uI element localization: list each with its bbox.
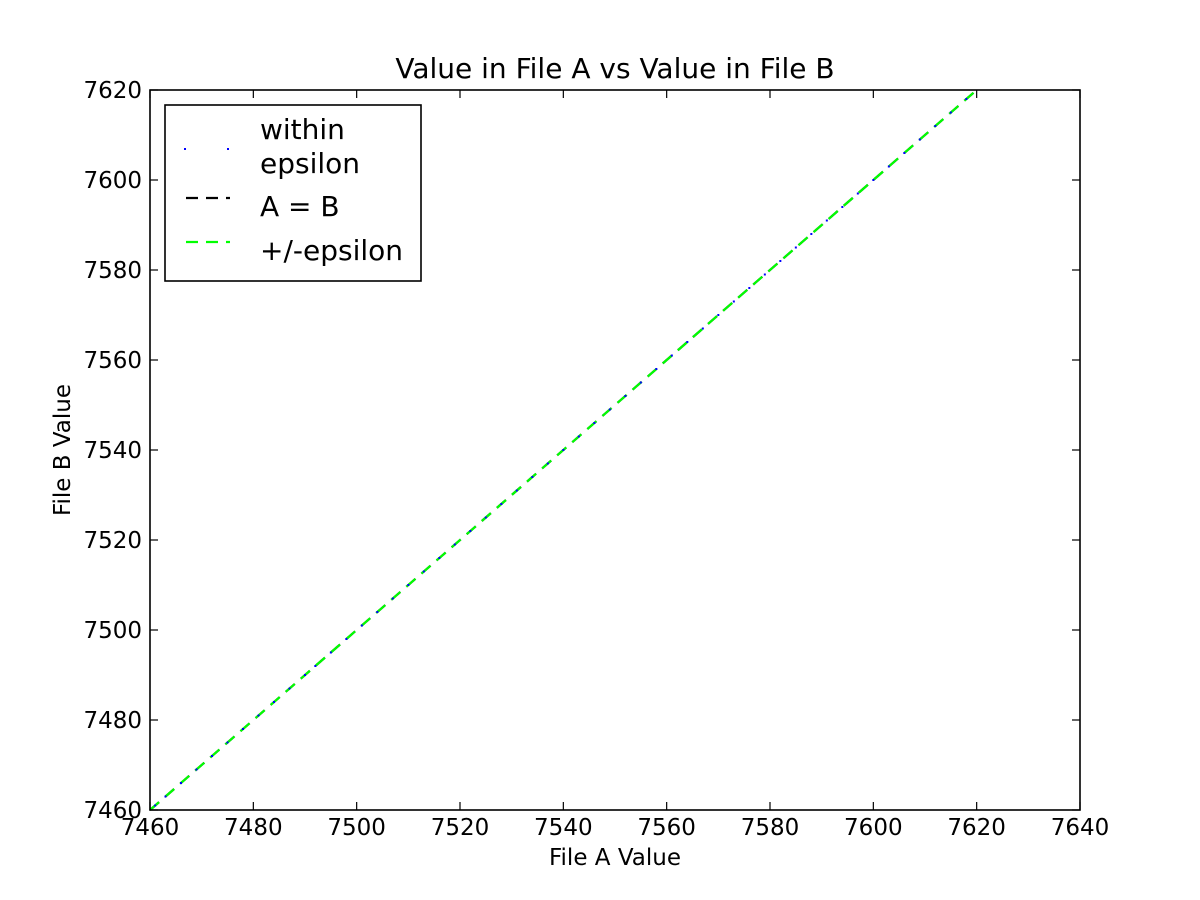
data-point	[763, 273, 766, 276]
data-point	[360, 624, 363, 627]
data-point	[469, 530, 472, 532]
data-point	[655, 368, 658, 370]
data-point	[577, 435, 580, 438]
data-point	[903, 152, 906, 154]
data-point	[856, 192, 859, 195]
data-point	[965, 98, 968, 100]
data-point	[211, 755, 213, 757]
x-tick-label: 7500	[327, 815, 386, 841]
data-point	[407, 584, 410, 586]
data-point	[887, 165, 890, 168]
data-point	[531, 476, 534, 478]
data-point	[257, 714, 260, 717]
data-point	[154, 804, 157, 807]
data-point	[438, 557, 441, 559]
series-points	[154, 98, 968, 807]
data-point	[288, 687, 291, 690]
x-tick-label: 7480	[224, 815, 283, 841]
data-point	[546, 462, 549, 465]
data-point	[195, 768, 198, 771]
legend-marker	[227, 148, 229, 150]
data-point	[779, 260, 782, 262]
y-tick-label: 7500	[83, 618, 142, 644]
x-tick-label: 7560	[637, 815, 696, 841]
legend-label: A = B	[260, 190, 340, 223]
data-point	[748, 287, 751, 289]
y-axis-title: File B Value	[50, 384, 76, 516]
y-tick-label: 7580	[83, 258, 142, 284]
y-tick-label: 7540	[83, 438, 142, 464]
y-tick-label: 7600	[83, 168, 142, 194]
data-point	[934, 125, 937, 127]
legend-frame	[164, 104, 422, 282]
x-tick-label: 7520	[431, 815, 490, 841]
y-tick-label: 7460	[83, 798, 142, 824]
x-tick-label: 7460	[121, 815, 180, 841]
data-point	[949, 111, 952, 114]
x-tick-label: 7620	[947, 815, 1006, 841]
legend-marker	[184, 148, 186, 150]
data-point	[841, 206, 844, 208]
data-point	[329, 651, 332, 654]
data-point	[422, 570, 425, 573]
data-point	[810, 233, 813, 235]
legend-label: +/-epsilon	[260, 234, 403, 267]
x-axis-title: File A Value	[549, 845, 681, 871]
data-point	[345, 638, 348, 640]
data-point	[639, 381, 642, 384]
data-point	[484, 516, 487, 519]
data-point	[304, 674, 306, 676]
data-point	[701, 327, 704, 330]
legend-label: within	[260, 113, 345, 146]
y-tick-label: 7480	[83, 708, 142, 734]
data-point	[273, 701, 275, 703]
data-point	[686, 341, 689, 343]
data-point	[608, 408, 611, 411]
data-point	[180, 782, 182, 784]
chart-title: Value in File A vs Value in File B	[395, 52, 834, 85]
data-point	[918, 138, 921, 141]
data-point	[794, 246, 797, 249]
data-point	[164, 795, 167, 798]
y-tick-label: 7560	[83, 348, 142, 374]
data-point	[242, 728, 244, 730]
x-tick-label: 7580	[741, 815, 800, 841]
data-point	[376, 611, 379, 613]
data-point	[624, 395, 627, 397]
data-point	[562, 449, 565, 451]
x-axis-ticks: 7460 7480 7500 7520 7540 7560 7580 7600 7620 7640	[121, 90, 1110, 841]
legend-label: epsilon	[260, 147, 360, 180]
x-tick-label: 7600	[844, 815, 903, 841]
data-point	[453, 543, 456, 546]
y-tick-label: 7620	[83, 78, 142, 104]
x-tick-label: 7640	[1051, 815, 1110, 841]
x-tick-label: 7540	[534, 815, 593, 841]
data-point	[732, 300, 735, 303]
y-tick-label: 7520	[83, 528, 142, 554]
data-point	[717, 314, 720, 316]
data-point	[670, 354, 673, 357]
data-point	[226, 741, 229, 744]
data-point	[515, 489, 518, 492]
data-point	[500, 503, 503, 505]
data-point	[391, 597, 394, 600]
data-point	[825, 219, 828, 222]
data-point	[872, 179, 875, 181]
data-point	[314, 665, 317, 667]
y-axis-ticks: 7460 7480 7500 7520 7540 7560 7580 7600 7620	[83, 78, 1080, 824]
data-point	[593, 422, 596, 424]
